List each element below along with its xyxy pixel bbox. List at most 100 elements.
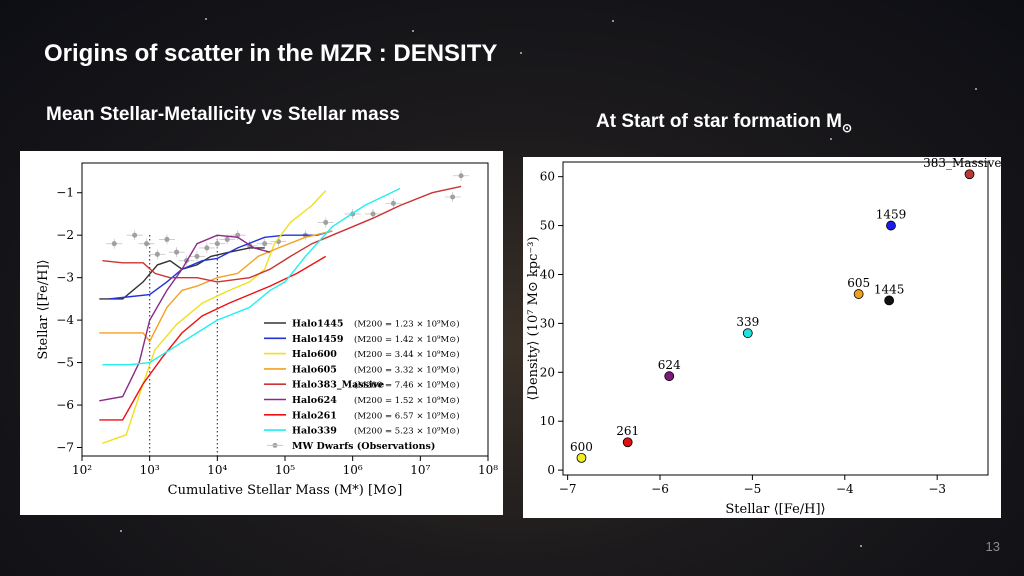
page-number: 13 [985, 539, 1000, 554]
data-point [886, 220, 896, 231]
obs-point [164, 236, 170, 242]
star [830, 138, 832, 140]
x-tick-label: 10⁵ [275, 463, 295, 477]
y-tick-label: −5 [56, 356, 74, 370]
right-subtitle-sub: ⊙ [841, 120, 853, 135]
point-label: 339 [736, 315, 759, 329]
data-point [964, 169, 975, 180]
series-line [99, 230, 333, 343]
data-point [664, 371, 675, 382]
x-tick-label: 10⁴ [207, 463, 227, 477]
slide-title: Origins of scatter in the MZR : DENSITY [44, 40, 498, 67]
series-line [99, 234, 271, 402]
obs-point [204, 245, 210, 251]
y-tick-label: −1 [56, 186, 74, 200]
x-tick-label: −4 [836, 482, 854, 496]
star [120, 530, 122, 532]
point-label: 1459 [876, 208, 907, 222]
plot-frame [562, 161, 989, 476]
x-tick-label: 10³ [140, 463, 160, 477]
legend-mass-label: (M200 = 1.23 × 10⁹M⊙) [354, 319, 460, 330]
legend-label: Halo624 [292, 395, 337, 406]
y-tick-label: −4 [56, 313, 74, 327]
legend-label: Halo1459 [292, 334, 344, 345]
legend-mass-label: (M200 = 7.46 × 10⁹M⊙) [354, 380, 460, 391]
y-tick-label: 60 [540, 170, 555, 184]
series-line [108, 230, 333, 300]
obs-point [235, 232, 241, 238]
y-tick-label: 0 [547, 463, 555, 477]
star [520, 52, 522, 54]
y-tick-label: 20 [540, 365, 555, 379]
obs-point [323, 219, 329, 225]
obs-point [458, 173, 464, 179]
left-subtitle: Mean Stellar-Metallicity vs Stellar mass [46, 104, 400, 125]
y-tick-label: −2 [56, 228, 74, 242]
data-point [576, 452, 587, 463]
obs-point [154, 251, 160, 257]
data-point [884, 295, 895, 306]
series-line [102, 185, 462, 283]
legend-label: Halo600 [292, 349, 337, 360]
y-tick-label: −6 [56, 398, 74, 412]
legend-label: MW Dwarfs (Observations) [292, 441, 435, 452]
y-tick-label: 30 [540, 316, 555, 330]
star [612, 20, 614, 22]
obs-point [224, 236, 230, 242]
metallicity-mass-chart: 10² 10³ 10⁴ 10⁵ 10⁶ 10⁷ 10⁸ −1 −2 −3 −4 −5 −6 −7 Cumul… [36, 162, 498, 498]
point-label: 1445 [874, 282, 905, 296]
point-label: 261 [616, 424, 639, 438]
series-line [99, 255, 327, 421]
star [412, 30, 414, 32]
legend-mass-label: (M200 = 6.57 × 10⁹M⊙) [354, 410, 460, 421]
right-subtitle: At Start of star formation M⊙ [596, 111, 852, 135]
y-axis-label: Stellar ⟨[Fe/H]⟩ [36, 259, 51, 359]
legend-label: Halo261 [292, 410, 337, 421]
y-tick-label: 40 [540, 267, 555, 281]
obs-point [262, 241, 268, 247]
x-tick-label: −5 [744, 482, 762, 496]
data-point [622, 437, 633, 448]
obs-point [214, 241, 220, 247]
right-subtitle-main: At Start of star formation M [596, 111, 842, 132]
x-tick-label: −3 [928, 482, 946, 496]
obs-point [174, 249, 180, 255]
data-point [742, 328, 753, 339]
x-tick-label: 10² [72, 463, 92, 477]
obs-point [194, 253, 200, 259]
y-tick-label: 10 [540, 414, 555, 428]
legend-label: Halo1445 [292, 319, 344, 330]
y-tick-label: 50 [540, 219, 555, 233]
x-axis-label: Cumulative Stellar Mass (M*) [M⊙] [168, 483, 403, 498]
x-tick-label: 10⁸ [478, 463, 498, 477]
x-tick-label: −6 [651, 482, 669, 496]
x-tick-label: 10⁶ [343, 463, 363, 477]
y-tick-label: −7 [56, 441, 74, 455]
density-metallicity-chart: −7 −6 −5 −4 −3 0 10 20 30 40 50 60 Stellar ⟨[Fe/H]⟩ ⟨… [526, 156, 1002, 517]
x-tick-label: 10⁷ [410, 463, 430, 477]
obs-point [144, 241, 150, 247]
legend-mass-label: (M200 = 5.23 × 10⁹M⊙) [354, 426, 460, 437]
density-metallicity-chart-panel: −7 −6 −5 −4 −3 0 10 20 30 40 50 60 Stellar ⟨[Fe/H]⟩ ⟨… [523, 156, 1002, 518]
x-axis-label: Stellar ⟨[Fe/H]⟩ [725, 502, 825, 517]
legend-mass-label: (M200 = 1.52 × 10⁹M⊙) [354, 395, 460, 406]
obs-point [132, 232, 138, 238]
legend-mass-label: (M200 = 1.42 × 10⁹M⊙) [354, 334, 460, 345]
point-label: 600 [570, 440, 593, 454]
star [860, 545, 862, 547]
obs-point [370, 211, 376, 217]
point-label: 624 [658, 358, 681, 372]
legend-label: Halo605 [292, 364, 337, 375]
x-tick-label: −7 [559, 482, 577, 496]
point-label: 605 [847, 276, 870, 290]
star [975, 88, 977, 90]
legend-mass-label: (M200 = 3.44 × 10⁹M⊙) [354, 349, 460, 360]
legend-mass-label: (M200 = 3.32 × 10⁹M⊙) [354, 364, 460, 375]
series-line [102, 187, 401, 366]
data-point [853, 289, 864, 299]
point-label: 383_Massive [923, 157, 1001, 170]
legend-label: Halo339 [292, 426, 337, 437]
legend-label: Halo383_Massive [292, 380, 384, 391]
star [205, 18, 207, 20]
y-tick-label: −3 [56, 271, 74, 285]
